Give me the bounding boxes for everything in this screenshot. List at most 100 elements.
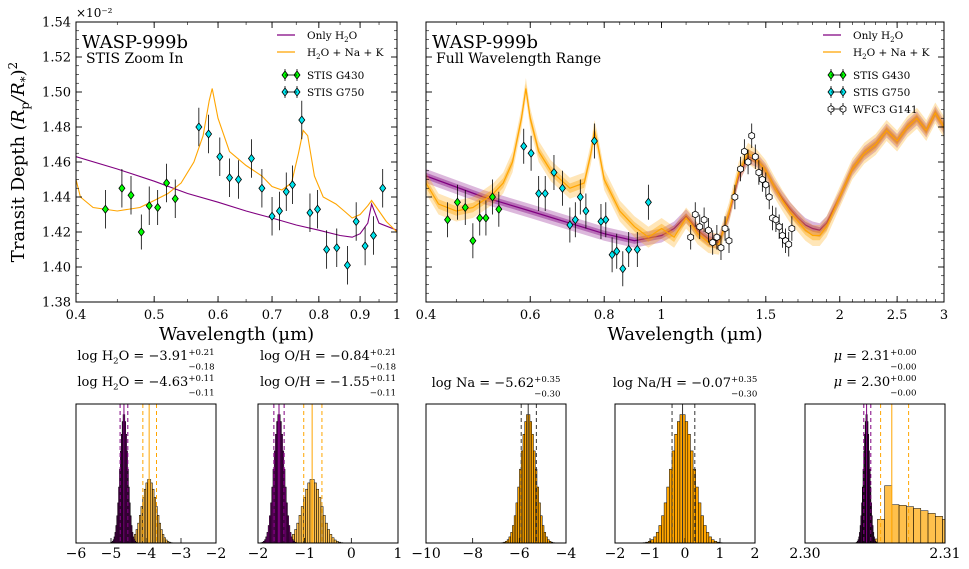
x-tick-label: −1 bbox=[640, 546, 661, 562]
histogram-bin bbox=[884, 485, 893, 544]
data-point bbox=[137, 227, 145, 237]
confidence-band-inner-0 bbox=[426, 109, 944, 246]
data-point bbox=[705, 226, 712, 235]
histogram-bin bbox=[935, 516, 943, 544]
x-tick-label: 2 bbox=[836, 308, 844, 323]
data-point bbox=[619, 264, 627, 274]
data-point bbox=[775, 222, 783, 231]
data-point bbox=[216, 152, 224, 162]
legend-label: STIS G750 bbox=[853, 87, 910, 99]
histogram-bin bbox=[545, 536, 548, 544]
data-point bbox=[608, 250, 616, 260]
data-point bbox=[282, 187, 290, 197]
x-tick-label: −2 bbox=[605, 546, 626, 562]
histogram-bin bbox=[316, 488, 319, 544]
data-point bbox=[717, 243, 725, 252]
x-tick-label: 0.6 bbox=[208, 308, 229, 323]
histogram-bin bbox=[318, 497, 322, 544]
x-tick-label: 0.9 bbox=[350, 308, 371, 323]
data-point bbox=[590, 136, 598, 146]
legend-label: H2O + Na + K bbox=[307, 47, 384, 61]
legend-label: Only H2O bbox=[307, 30, 358, 44]
posterior-panel-posterior-na: −10 −8 −6 −4 bbox=[411, 403, 577, 562]
histogram-bin bbox=[663, 502, 667, 544]
data-point bbox=[576, 192, 584, 202]
x-tick-label: −5 bbox=[101, 546, 122, 562]
data-point bbox=[541, 188, 549, 199]
x-tick-label: 0.5 bbox=[144, 308, 165, 323]
spectrum-panel-zoom: 0.4 0.5 0.6 0.7 0.8 0.9 1 1.38 1.40 1.42 1.44 1.46 1… bbox=[42, 16, 401, 346]
panel-title: WASP-999b bbox=[432, 32, 538, 53]
histogram-bin bbox=[684, 421, 689, 544]
data-point bbox=[444, 215, 452, 225]
data-point bbox=[352, 216, 360, 227]
x-tick-label: −4 bbox=[556, 546, 577, 562]
data-point bbox=[369, 230, 377, 241]
legend-label: STIS G430 bbox=[307, 70, 364, 82]
y-tick-label: 1.46 bbox=[42, 156, 71, 171]
x-tick-label: −8 bbox=[462, 546, 483, 562]
y-tick-label: 1.52 bbox=[42, 51, 71, 66]
data-point bbox=[751, 152, 759, 161]
legend-label: WFC3 G141 bbox=[853, 104, 918, 116]
legend-label: STIS G430 bbox=[853, 70, 910, 82]
posterior-label: log Na = −5.62+0.35 −0.30 bbox=[432, 375, 561, 399]
legend-label: Only H2O bbox=[853, 30, 904, 44]
y-tick-label: 1.40 bbox=[42, 261, 71, 276]
legend-label: STIS G750 bbox=[307, 87, 364, 99]
histogram-bin bbox=[314, 482, 317, 544]
data-point bbox=[298, 115, 306, 125]
posterior-panel-posterior-nah: −2 −1 0 1 2 bbox=[605, 403, 759, 562]
posterior-label: log Na/H = −0.07+0.35 −0.30 bbox=[613, 375, 758, 399]
x-axis-label: Wavelength (µm) bbox=[607, 324, 762, 345]
histogram-bin bbox=[687, 434, 691, 544]
data-point bbox=[361, 241, 369, 251]
posterior-label: log H2O = −4.63+0.11 −0.11 bbox=[77, 374, 214, 398]
model-line-0 bbox=[76, 156, 397, 238]
histogram-bin bbox=[513, 515, 517, 544]
x-tick-label: −4 bbox=[136, 546, 157, 562]
histogram-bin bbox=[508, 536, 511, 544]
histogram-bin bbox=[322, 515, 326, 544]
histogram-bin bbox=[515, 502, 518, 544]
x-tick-label: 2.31 bbox=[929, 546, 960, 562]
axes-frame bbox=[804, 403, 946, 544]
histogram-bin bbox=[512, 525, 515, 544]
histogram-bin bbox=[542, 525, 545, 544]
histogram-bin bbox=[655, 532, 660, 544]
histogram-bin bbox=[695, 486, 699, 544]
y-tick-label: 1.54 bbox=[42, 16, 71, 31]
histogram-bin bbox=[703, 525, 707, 544]
data-point bbox=[737, 165, 744, 173]
data-point bbox=[205, 129, 213, 139]
x-tick-label: −10 bbox=[411, 546, 441, 562]
x-tick-label: 2.30 bbox=[789, 546, 820, 562]
x-tick-label: 0 bbox=[681, 546, 690, 562]
data-point bbox=[725, 236, 733, 245]
x-tick-label: 0.7 bbox=[262, 308, 283, 323]
legend-label: H2O + Na + K bbox=[853, 47, 930, 61]
plot-area bbox=[426, 78, 944, 287]
data-point bbox=[314, 204, 322, 214]
panel-title: WASP-999b bbox=[82, 32, 188, 53]
panel-subtitle: STIS Zoom In bbox=[86, 51, 183, 67]
data-point bbox=[461, 202, 469, 213]
x-tick-label: 0.6 bbox=[520, 308, 541, 323]
data-point bbox=[713, 233, 721, 242]
histogram-bin bbox=[529, 421, 532, 544]
data-point bbox=[275, 206, 283, 216]
data-point bbox=[127, 190, 135, 200]
data-point bbox=[101, 204, 109, 214]
histogram-bin bbox=[674, 434, 678, 544]
data-point bbox=[469, 236, 477, 246]
data-point bbox=[762, 180, 770, 189]
data-point bbox=[226, 173, 234, 183]
x-tick-label: 3 bbox=[940, 308, 948, 323]
data-point bbox=[633, 244, 641, 255]
data-point bbox=[495, 204, 503, 214]
legend bbox=[277, 34, 301, 98]
x-tick-label: −3 bbox=[171, 546, 192, 562]
model-line-1 bbox=[426, 88, 944, 245]
histogram-bin bbox=[698, 502, 702, 544]
data-point bbox=[118, 183, 126, 193]
